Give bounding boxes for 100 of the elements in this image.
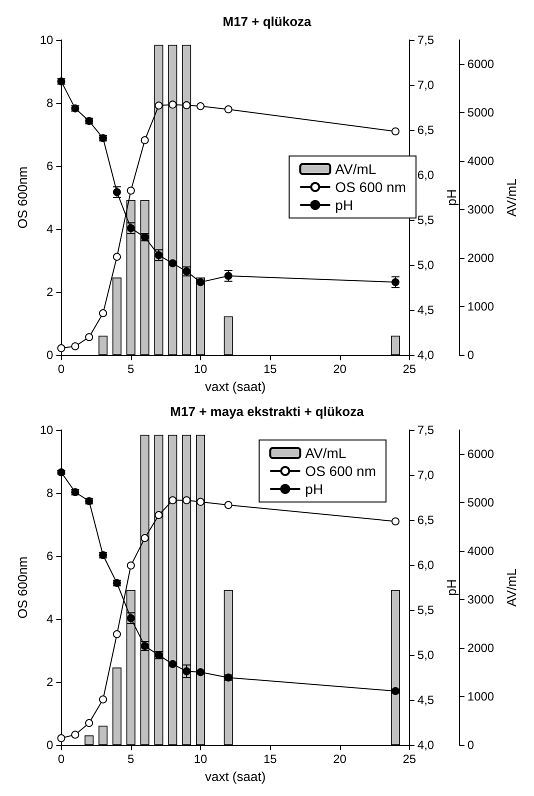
y-tick-label: 4 — [46, 222, 54, 236]
point — [168, 100, 177, 109]
point — [57, 468, 66, 476]
x-tick-label: 15 — [263, 752, 278, 766]
point — [57, 77, 66, 86]
point — [391, 687, 400, 696]
y3-tick-label: 0 — [467, 738, 474, 752]
point — [112, 188, 121, 196]
y2-tick-label: 5,0 — [417, 648, 434, 662]
y2-tick-label: 6,5 — [417, 123, 434, 138]
x-tick-label: 0 — [58, 362, 65, 376]
x-axis-title: vaxt (saat) — [204, 769, 266, 784]
y3-tick-label: 3000 — [467, 592, 494, 607]
point — [99, 695, 108, 704]
y2-tick-label: 7,5 — [417, 33, 434, 47]
point — [182, 667, 191, 676]
y3-tick-label: 1000 — [467, 300, 494, 314]
y-axis-title: OS 600nm — [15, 556, 30, 619]
y-tick-label: 4 — [46, 612, 54, 626]
y3-tick-label: 5000 — [467, 496, 494, 510]
point — [154, 102, 163, 110]
point — [112, 630, 121, 638]
point — [154, 511, 163, 520]
y2-tick-label: 4,0 — [417, 738, 434, 752]
x-tick-label: 25 — [402, 362, 416, 376]
y-tick-label: 6 — [46, 159, 54, 174]
x-tick-label: 20 — [333, 362, 347, 376]
y2-tick-label: 7,0 — [417, 468, 434, 482]
point — [224, 272, 232, 280]
point — [126, 614, 135, 622]
y2-tick-label: 5,0 — [417, 258, 434, 272]
y2-tick-label: 4,5 — [417, 303, 434, 318]
y3-axis-title: AV/mL — [504, 568, 519, 607]
y3-tick-label: 4000 — [467, 544, 494, 558]
y-tick-label: 0 — [46, 738, 54, 752]
point — [57, 734, 66, 742]
x-tick-label: 10 — [194, 362, 208, 376]
legend-label: OS 600 nm — [305, 463, 376, 479]
point — [57, 344, 66, 352]
y3-tick-label: 3000 — [467, 202, 494, 217]
y-tick-label: 8 — [46, 486, 54, 500]
y3-axis-title: AV/mL — [504, 178, 519, 217]
y2-tick-label: 4,0 — [417, 348, 434, 362]
point — [140, 136, 149, 144]
point — [196, 668, 205, 676]
y3-tick-label: 6000 — [467, 57, 494, 72]
legend-label: pH — [335, 197, 354, 213]
y3-tick-label: 5000 — [467, 106, 494, 120]
point — [196, 498, 205, 506]
point — [126, 224, 135, 232]
point — [391, 517, 400, 526]
y-tick-label: 8 — [46, 96, 54, 110]
point — [224, 500, 232, 509]
y-tick-label: 10 — [40, 423, 54, 437]
y3-tick-label: 2000 — [467, 251, 494, 266]
legend-label: AV/mL — [305, 445, 346, 461]
chart-title: M17 + qlükoza — [222, 14, 312, 29]
point — [99, 309, 108, 318]
point — [182, 101, 191, 110]
y3-tick-label: 1000 — [467, 690, 494, 704]
point — [85, 719, 94, 728]
y-tick-label: 2 — [46, 285, 54, 300]
point — [391, 278, 400, 286]
point — [85, 333, 94, 342]
y2-tick-label: 6,0 — [417, 558, 434, 572]
y-tick-label: 0 — [46, 348, 54, 362]
point — [126, 561, 135, 570]
x-axis-title: vaxt (saat) — [204, 379, 266, 394]
y2-tick-label: 5,5 — [417, 603, 434, 618]
point — [224, 105, 232, 114]
x-tick-label: 0 — [58, 752, 65, 766]
point — [71, 730, 80, 739]
y2-axis-title: pH — [444, 189, 459, 206]
point — [112, 252, 121, 261]
legend-label: OS 600 nm — [335, 179, 406, 195]
point — [71, 342, 80, 350]
point — [168, 660, 177, 668]
y-tick-label: 2 — [46, 675, 54, 690]
y2-tick-label: 5,5 — [417, 213, 434, 228]
y2-axis-title: pH — [444, 579, 459, 596]
point — [140, 534, 149, 542]
point — [182, 496, 191, 504]
y2-tick-label: 4,5 — [417, 693, 434, 708]
x-tick-label: 10 — [194, 752, 208, 766]
point — [154, 251, 163, 260]
y2-tick-label: 7,0 — [417, 78, 434, 92]
y3-tick-label: 2000 — [467, 641, 494, 656]
chart-title: M17 + maya ekstrakti + qlükoza — [170, 404, 365, 419]
point — [391, 127, 400, 136]
y-axis-title: OS 600nm — [15, 166, 30, 229]
y3-tick-label: 0 — [467, 348, 474, 362]
x-tick-label: 25 — [402, 752, 416, 766]
x-tick-label: 5 — [128, 362, 135, 376]
point — [126, 186, 135, 195]
point — [196, 278, 205, 286]
point — [168, 496, 177, 504]
y2-tick-label: 7,5 — [417, 423, 434, 437]
legend-label: AV/mL — [335, 161, 376, 177]
x-tick-label: 15 — [263, 362, 278, 376]
legend-label: pH — [305, 481, 324, 497]
